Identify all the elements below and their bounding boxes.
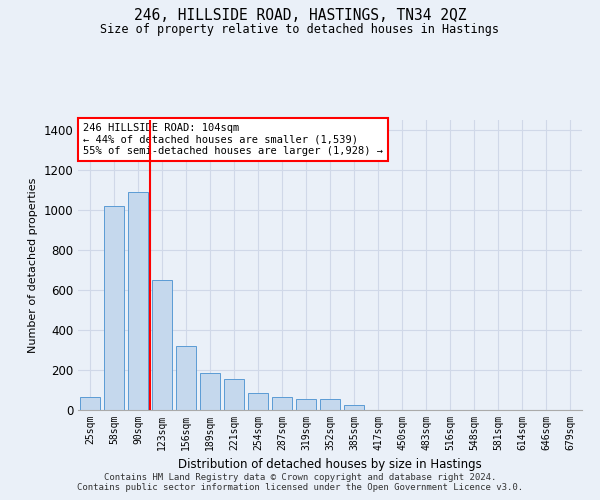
Bar xyxy=(272,397,292,410)
Bar xyxy=(296,399,316,410)
Bar xyxy=(152,280,172,410)
Y-axis label: Number of detached properties: Number of detached properties xyxy=(28,178,38,352)
Bar xyxy=(224,379,244,410)
Text: Size of property relative to detached houses in Hastings: Size of property relative to detached ho… xyxy=(101,22,499,36)
X-axis label: Distribution of detached houses by size in Hastings: Distribution of detached houses by size … xyxy=(178,458,482,471)
Text: 246 HILLSIDE ROAD: 104sqm
← 44% of detached houses are smaller (1,539)
55% of se: 246 HILLSIDE ROAD: 104sqm ← 44% of detac… xyxy=(83,123,383,156)
Bar xyxy=(104,206,124,410)
Bar xyxy=(128,192,148,410)
Bar xyxy=(344,405,364,410)
Text: Contains HM Land Registry data © Crown copyright and database right 2024.
Contai: Contains HM Land Registry data © Crown c… xyxy=(77,473,523,492)
Bar xyxy=(248,393,268,410)
Bar xyxy=(80,397,100,410)
Bar xyxy=(320,399,340,410)
Bar xyxy=(176,346,196,410)
Bar xyxy=(200,373,220,410)
Text: 246, HILLSIDE ROAD, HASTINGS, TN34 2QZ: 246, HILLSIDE ROAD, HASTINGS, TN34 2QZ xyxy=(134,8,466,22)
